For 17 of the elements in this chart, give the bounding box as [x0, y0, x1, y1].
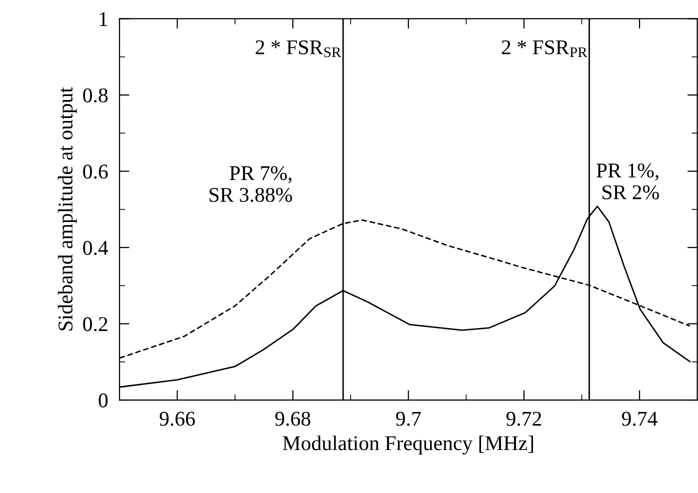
x-tick-label: 9.7	[396, 412, 421, 426]
series-label: PR 1%, SR 2%	[596, 163, 659, 200]
ref-line-label: 2 * FSR$_{PR}$	[502, 40, 588, 58]
ref-line-label: 2 * FSR$_{SR}$	[256, 40, 342, 58]
y-tick-label: 0.2	[83, 317, 108, 332]
y-tick-label: 0	[98, 393, 108, 408]
x-tick-label: 9.68	[275, 412, 310, 426]
x-tick-label: 9.66	[160, 412, 195, 426]
y-axis-title: Sideband amplitude at output	[58, 87, 77, 330]
x-axis-title: Modulation Frequency [MHz]	[282, 436, 533, 455]
y-tick-label: 0.4	[83, 240, 108, 256]
y-tick-label: 0.8	[83, 88, 108, 103]
x-tick-label: 9.72	[506, 412, 542, 426]
y-tick-label: 1	[100, 12, 108, 26]
y-tick-label: 0.6	[83, 164, 108, 179]
x-tick-label: 9.74	[622, 412, 658, 426]
series-label: PR 7%, SR 3.88%	[210, 166, 292, 202]
